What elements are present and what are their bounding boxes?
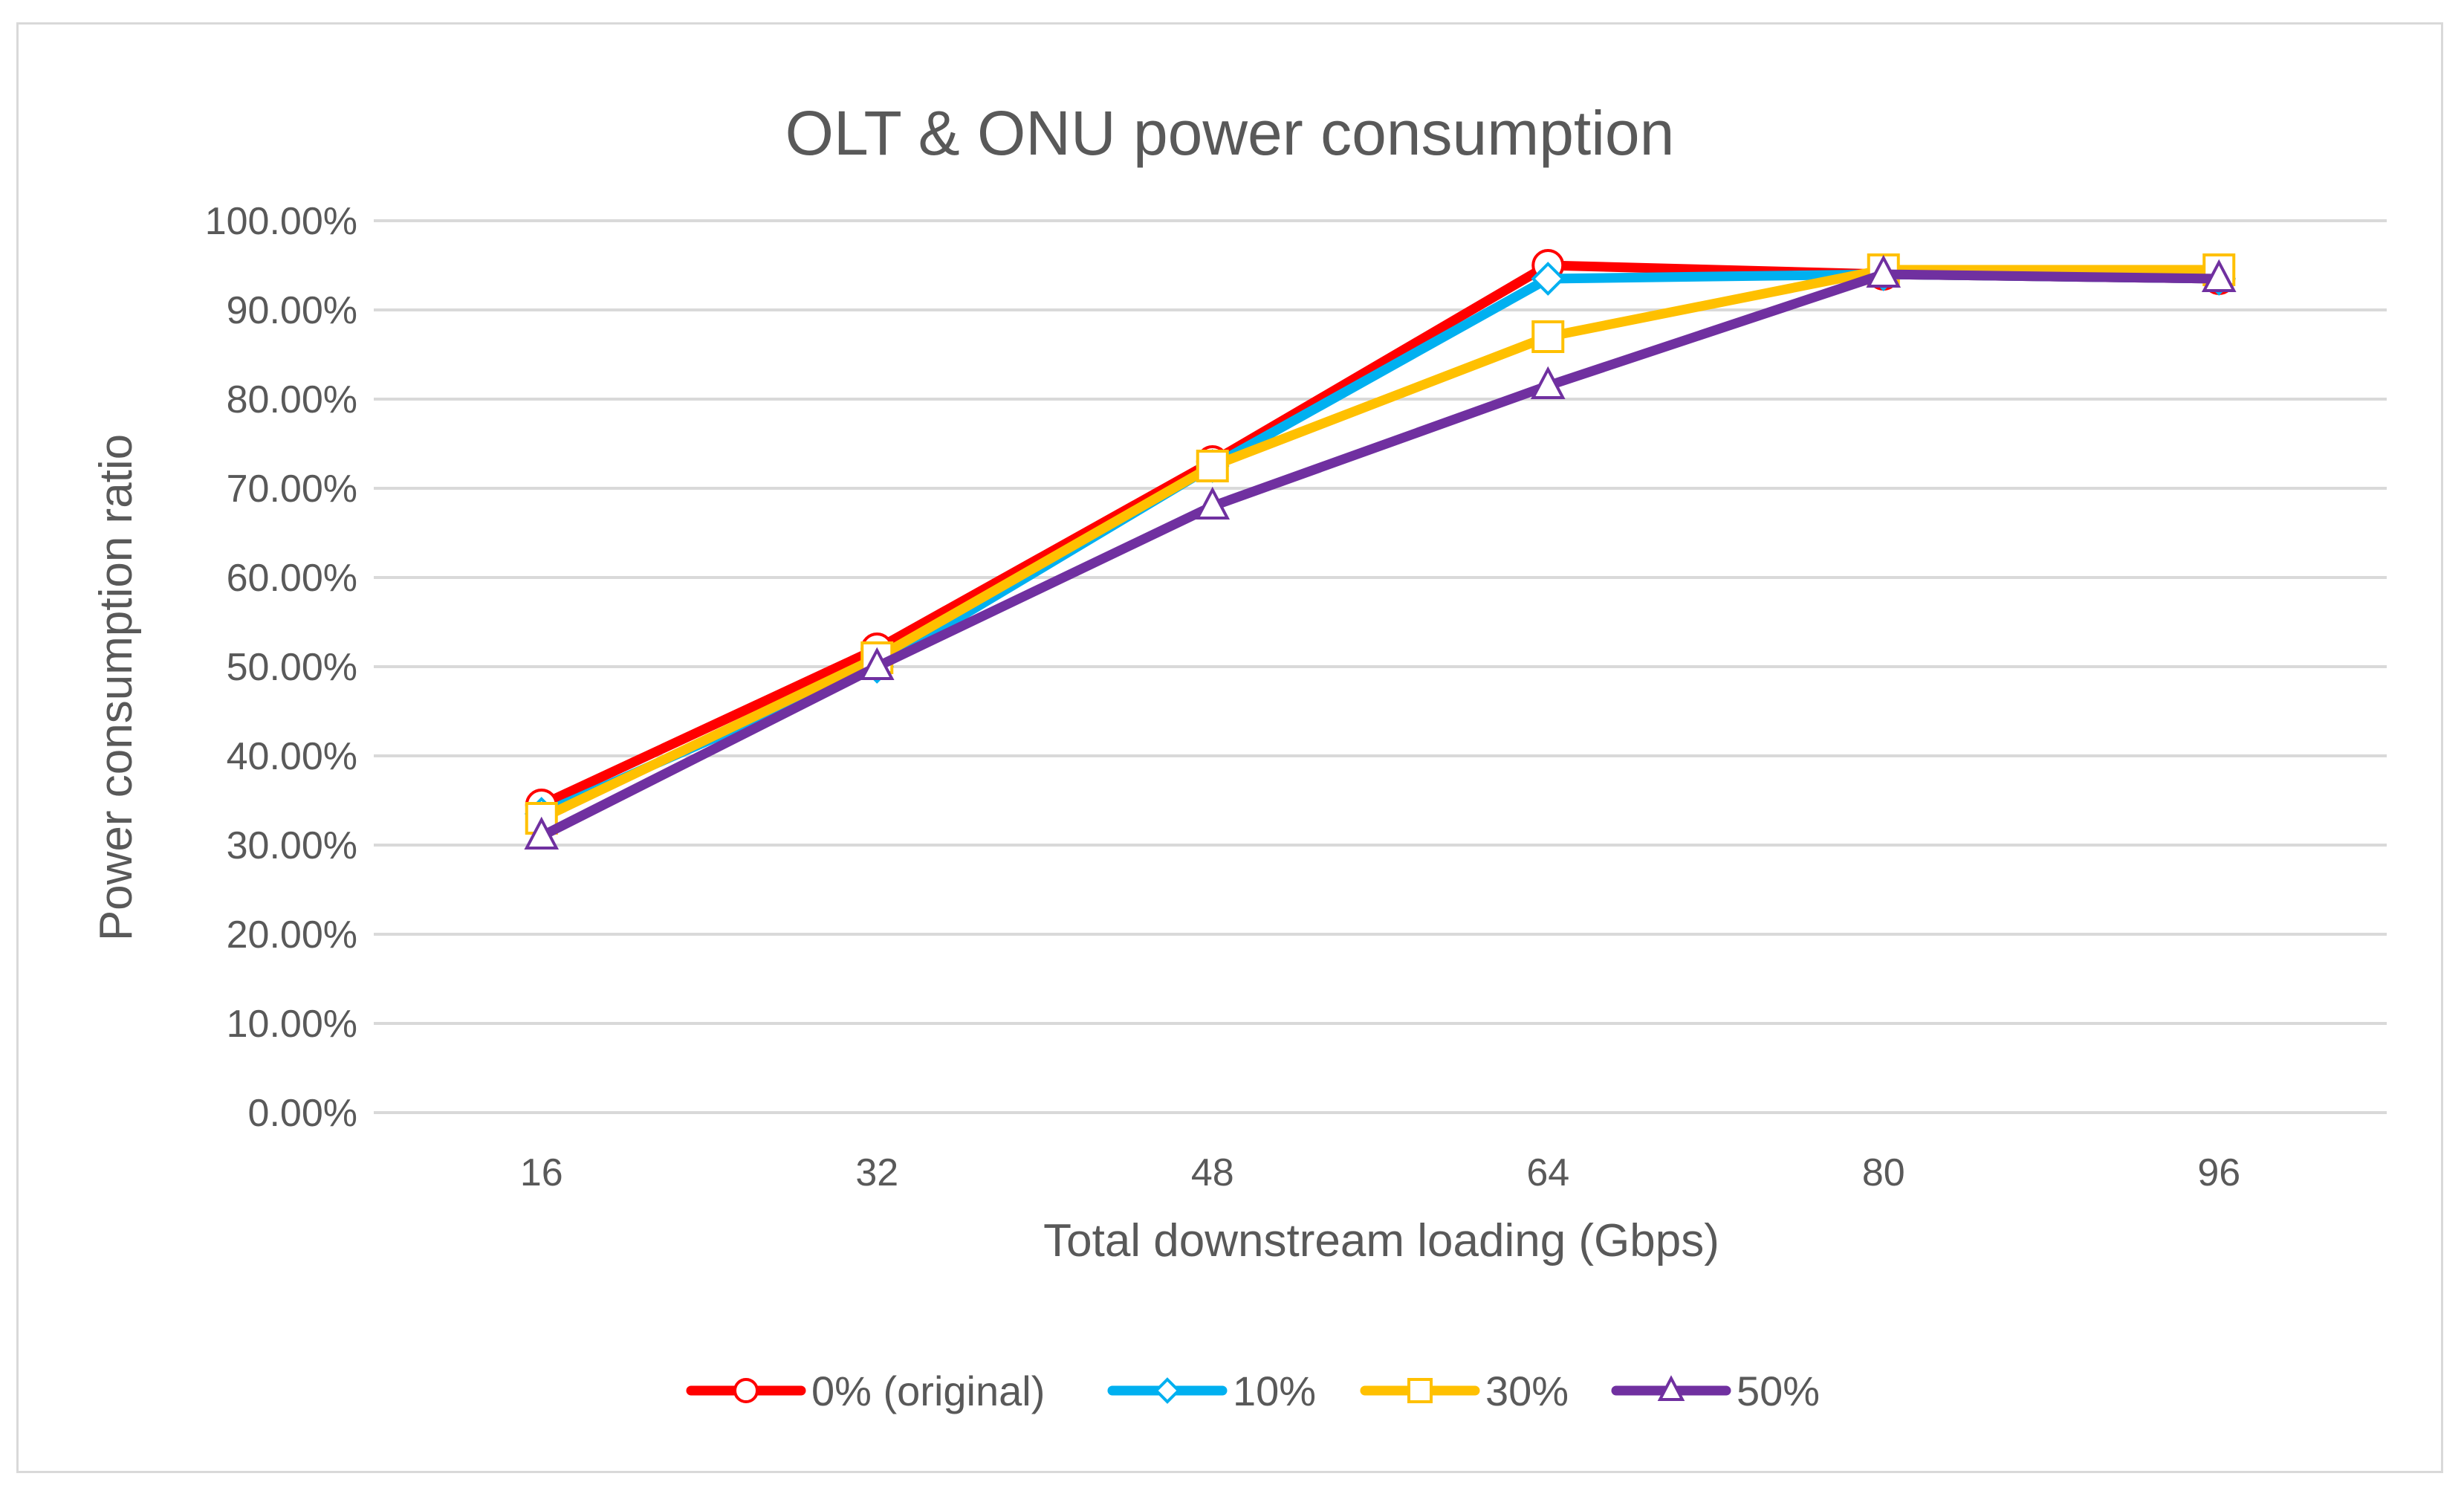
y-tick-label: 70.00%	[227, 467, 357, 511]
series-line	[536, 269, 2224, 819]
data-point-square	[1407, 1378, 1433, 1403]
y-tick-label: 10.00%	[227, 1003, 357, 1046]
legend-label: 0% (original)	[811, 1368, 1045, 1414]
data-point-triangle	[859, 647, 895, 680]
chart-title: OLT & ONU power consumption	[785, 98, 1675, 168]
data-point-triangle	[1195, 486, 1231, 520]
y-tick-label: 20.00%	[227, 913, 357, 957]
legend-item: 50%	[1611, 1368, 1820, 1414]
x-tick-label: 64	[1526, 1151, 1569, 1194]
y-tick-label: 50.00%	[227, 646, 357, 689]
y-tick-label: 30.00%	[227, 824, 357, 867]
y-tick-label: 40.00%	[227, 735, 357, 778]
data-point-diamond	[1531, 262, 1566, 296]
chart-frame: OLT & ONU power consumption 0.00% 10.00% 2…	[16, 22, 2443, 1473]
series-line	[536, 269, 2224, 841]
gridlines	[374, 219, 2387, 1114]
chart-canvas: OLT & ONU power consumption 0.00% 10.00% 2…	[91, 98, 2387, 1414]
x-axis-ticks: 16 32 48 64 80 96	[520, 1151, 2240, 1194]
y-axis-label: Power consumption ratio	[91, 434, 142, 941]
x-tick-label: 80	[1862, 1151, 1905, 1194]
x-axis-label: Total downstream loading (Gbps)	[1043, 1215, 1719, 1266]
series-2	[525, 253, 2236, 835]
series-3	[524, 254, 2237, 850]
y-tick-label: 60.00%	[227, 557, 357, 600]
series-line	[536, 260, 2224, 810]
data-point-triangle	[1866, 254, 1902, 288]
legend: 0% (original) 10% 30% 50%	[686, 1368, 1820, 1414]
y-axis-ticks: 0.00% 10.00% 20.00% 30.00% 40.00% 50.00% 60.00…	[205, 200, 357, 1135]
x-tick-label: 96	[2197, 1151, 2240, 1194]
y-tick-label: 80.00%	[227, 378, 357, 421]
x-tick-label: 32	[855, 1151, 898, 1194]
series-line	[536, 265, 2224, 824]
x-tick-label: 16	[520, 1151, 563, 1194]
y-tick-label: 90.00%	[227, 289, 357, 332]
legend-label: 10%	[1233, 1368, 1316, 1414]
legend-item: 0% (original)	[686, 1368, 1045, 1414]
data-point-diamond	[1154, 1377, 1181, 1404]
series-layer	[524, 249, 2237, 850]
series-1	[524, 257, 2237, 831]
data-point-square	[1196, 450, 1229, 482]
data-point-triangle	[524, 816, 560, 850]
legend-label: 50%	[1737, 1368, 1820, 1414]
legend-label: 30%	[1485, 1368, 1569, 1414]
data-point-circle	[733, 1378, 759, 1403]
legend-item: 10%	[1107, 1368, 1316, 1414]
y-tick-label: 0.00%	[248, 1092, 357, 1135]
data-point-triangle	[1530, 366, 1566, 399]
data-point-triangle	[1657, 1375, 1685, 1401]
legend-item: 30%	[1360, 1368, 1569, 1414]
data-point-square	[1531, 320, 1565, 353]
y-tick-label: 100.00%	[205, 200, 357, 243]
x-tick-label: 48	[1191, 1151, 1234, 1194]
series-0	[525, 249, 2236, 821]
data-point-triangle	[2201, 259, 2237, 292]
